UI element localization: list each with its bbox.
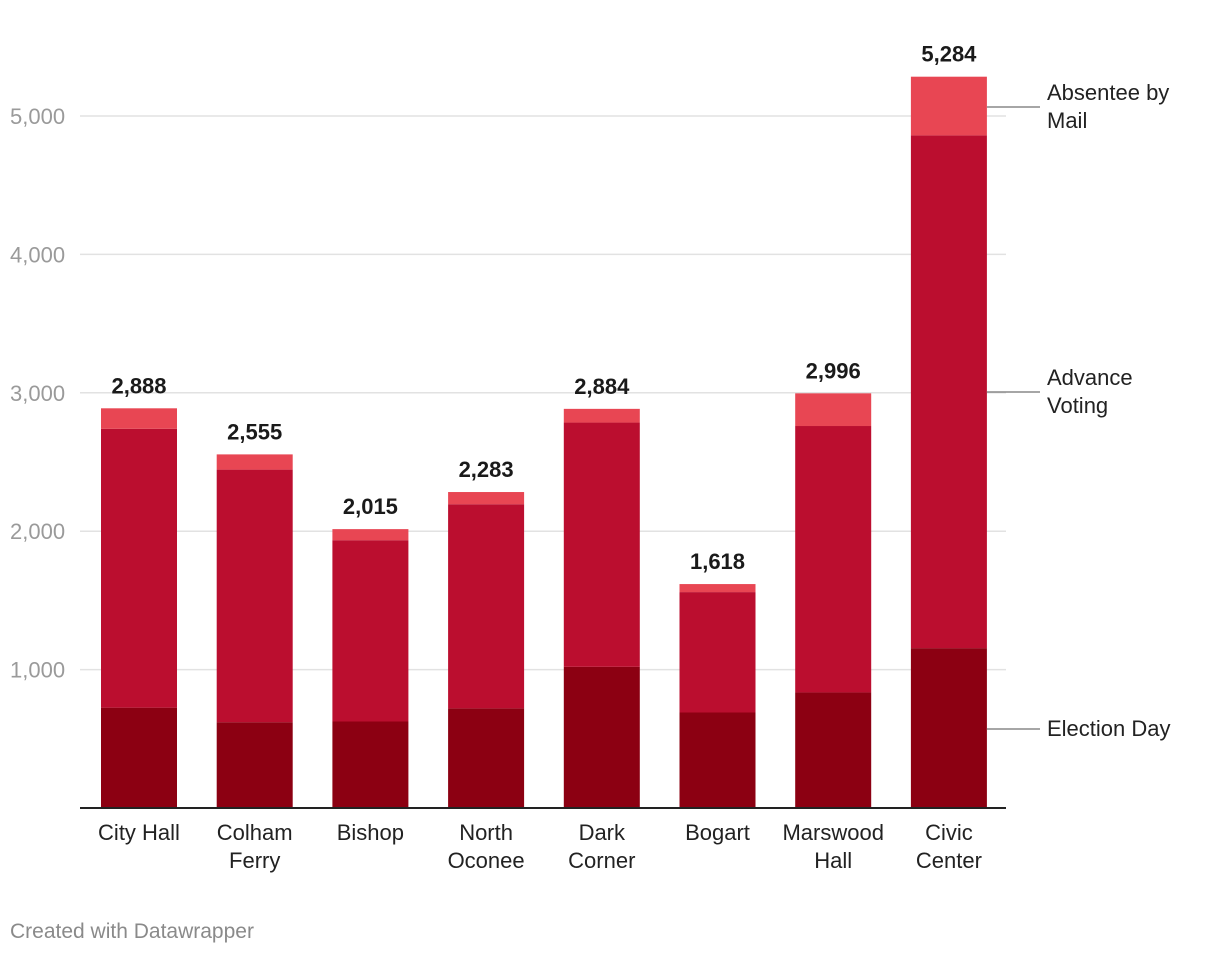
total-label: 5,284 — [921, 42, 977, 67]
total-label: 2,996 — [806, 358, 861, 383]
credit-text: Created with Datawrapper — [10, 920, 254, 943]
bar-segment-advance-voting — [216, 469, 293, 723]
y-tick-label: 2,000 — [10, 519, 65, 544]
bar-segment-election-day — [795, 692, 872, 808]
y-tick-label: 4,000 — [10, 242, 65, 267]
y-tick-label: 5,000 — [10, 104, 65, 129]
bar-segment-election-day — [101, 707, 177, 808]
bar-segment-election-day — [679, 712, 756, 808]
x-category-label: Dark Corner — [568, 820, 635, 873]
series-labels: Election Day Advance Voting Absentee by Mail — [986, 80, 1171, 741]
series-label: Advance Voting — [1047, 365, 1133, 418]
bar-segment-advance-voting — [332, 540, 409, 722]
bars — [101, 76, 987, 808]
x-category-label: North Oconee — [448, 820, 525, 873]
total-label: 2,884 — [574, 374, 630, 399]
bar-segment-advance-voting — [910, 135, 987, 649]
x-category-label: Bishop — [337, 820, 404, 845]
bar-segment-advance-voting — [101, 428, 177, 708]
bar-segment-advance-voting — [448, 504, 525, 709]
y-axis-tick-labels: 1,000 2,000 3,000 4,000 5,000 — [10, 104, 65, 683]
total-label: 2,888 — [111, 373, 166, 398]
bar-segment-absentee-by-mail — [332, 529, 409, 541]
total-label: 2,555 — [227, 419, 282, 444]
bar-segment-advance-voting — [795, 426, 872, 693]
y-tick-label: 1,000 — [10, 658, 65, 683]
total-labels: 2,888 2,555 2,015 2,283 2,884 1,618 2,996 5,284 — [111, 42, 977, 574]
series-label: Election Day — [1047, 716, 1171, 741]
bar-segment-election-day — [448, 708, 525, 808]
y-tick-label: 3,000 — [10, 381, 65, 406]
total-label: 1,618 — [690, 549, 745, 574]
series-label: Absentee by Mail — [1047, 80, 1169, 133]
bar-segment-absentee-by-mail — [679, 584, 756, 593]
bar-segment-election-day — [563, 666, 640, 808]
bar-segment-absentee-by-mail — [795, 393, 872, 427]
x-category-label: Colham Ferry — [217, 820, 293, 873]
bar-segment-absentee-by-mail — [563, 408, 640, 423]
total-label: 2,015 — [343, 494, 398, 519]
x-category-label: Marswood Hall — [782, 820, 883, 873]
bar-segment-absentee-by-mail — [448, 492, 525, 505]
bar-segment-absentee-by-mail — [216, 454, 293, 470]
bar-segment-advance-voting — [679, 592, 756, 713]
bar-segment-absentee-by-mail — [910, 76, 987, 136]
bar-segment-advance-voting — [563, 422, 640, 667]
x-category-label: City Hall — [98, 820, 180, 845]
bar-segment-election-day — [332, 721, 409, 808]
total-label: 2,283 — [459, 457, 514, 482]
bar-segment-election-day — [216, 722, 293, 808]
x-category-label: Bogart — [685, 820, 750, 845]
bar-segment-election-day — [910, 648, 987, 808]
x-category-label: Civic Center — [916, 820, 982, 873]
bar-segment-absentee-by-mail — [101, 408, 177, 429]
x-axis-category-labels: City Hall Colham Ferry Bishop North Oconee Dar… — [98, 820, 982, 873]
